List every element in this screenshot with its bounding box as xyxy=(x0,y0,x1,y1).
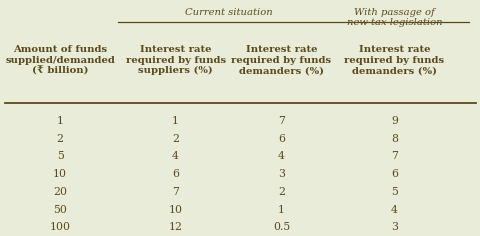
Text: 5: 5 xyxy=(57,152,63,161)
Text: 7: 7 xyxy=(172,187,179,197)
Text: 12: 12 xyxy=(168,222,182,232)
Text: 4: 4 xyxy=(390,205,397,215)
Text: 50: 50 xyxy=(53,205,67,215)
Text: Interest rate
required by funds
suppliers (%): Interest rate required by funds supplier… xyxy=(125,45,225,75)
Text: 7: 7 xyxy=(277,116,284,126)
Text: 10: 10 xyxy=(53,169,67,179)
Text: 1: 1 xyxy=(277,205,284,215)
Text: 6: 6 xyxy=(172,169,179,179)
Text: 4: 4 xyxy=(277,152,284,161)
Text: 4: 4 xyxy=(172,152,179,161)
Text: 6: 6 xyxy=(277,134,284,144)
Text: 100: 100 xyxy=(49,222,71,232)
Text: 1: 1 xyxy=(172,116,179,126)
Text: 2: 2 xyxy=(172,134,179,144)
Text: Current situation: Current situation xyxy=(184,8,272,17)
Text: 10: 10 xyxy=(168,205,182,215)
Text: 6: 6 xyxy=(390,169,397,179)
Text: 1: 1 xyxy=(57,116,63,126)
Text: Interest rate
required by funds
demanders (%): Interest rate required by funds demander… xyxy=(231,45,331,75)
Text: 2: 2 xyxy=(277,187,284,197)
Text: 20: 20 xyxy=(53,187,67,197)
Text: 8: 8 xyxy=(390,134,397,144)
Text: Amount of funds
supplied/demanded
(₹ billion): Amount of funds supplied/demanded (₹ bil… xyxy=(5,45,115,75)
Text: 7: 7 xyxy=(390,152,397,161)
Text: 0.5: 0.5 xyxy=(272,222,289,232)
Text: 3: 3 xyxy=(277,169,284,179)
Text: With passage of
new tax legislation: With passage of new tax legislation xyxy=(346,8,441,27)
Text: 2: 2 xyxy=(57,134,63,144)
Text: 9: 9 xyxy=(390,116,397,126)
Text: 3: 3 xyxy=(390,222,397,232)
Text: 5: 5 xyxy=(390,187,397,197)
Text: Interest rate
required by funds
demanders (%): Interest rate required by funds demander… xyxy=(344,45,444,75)
